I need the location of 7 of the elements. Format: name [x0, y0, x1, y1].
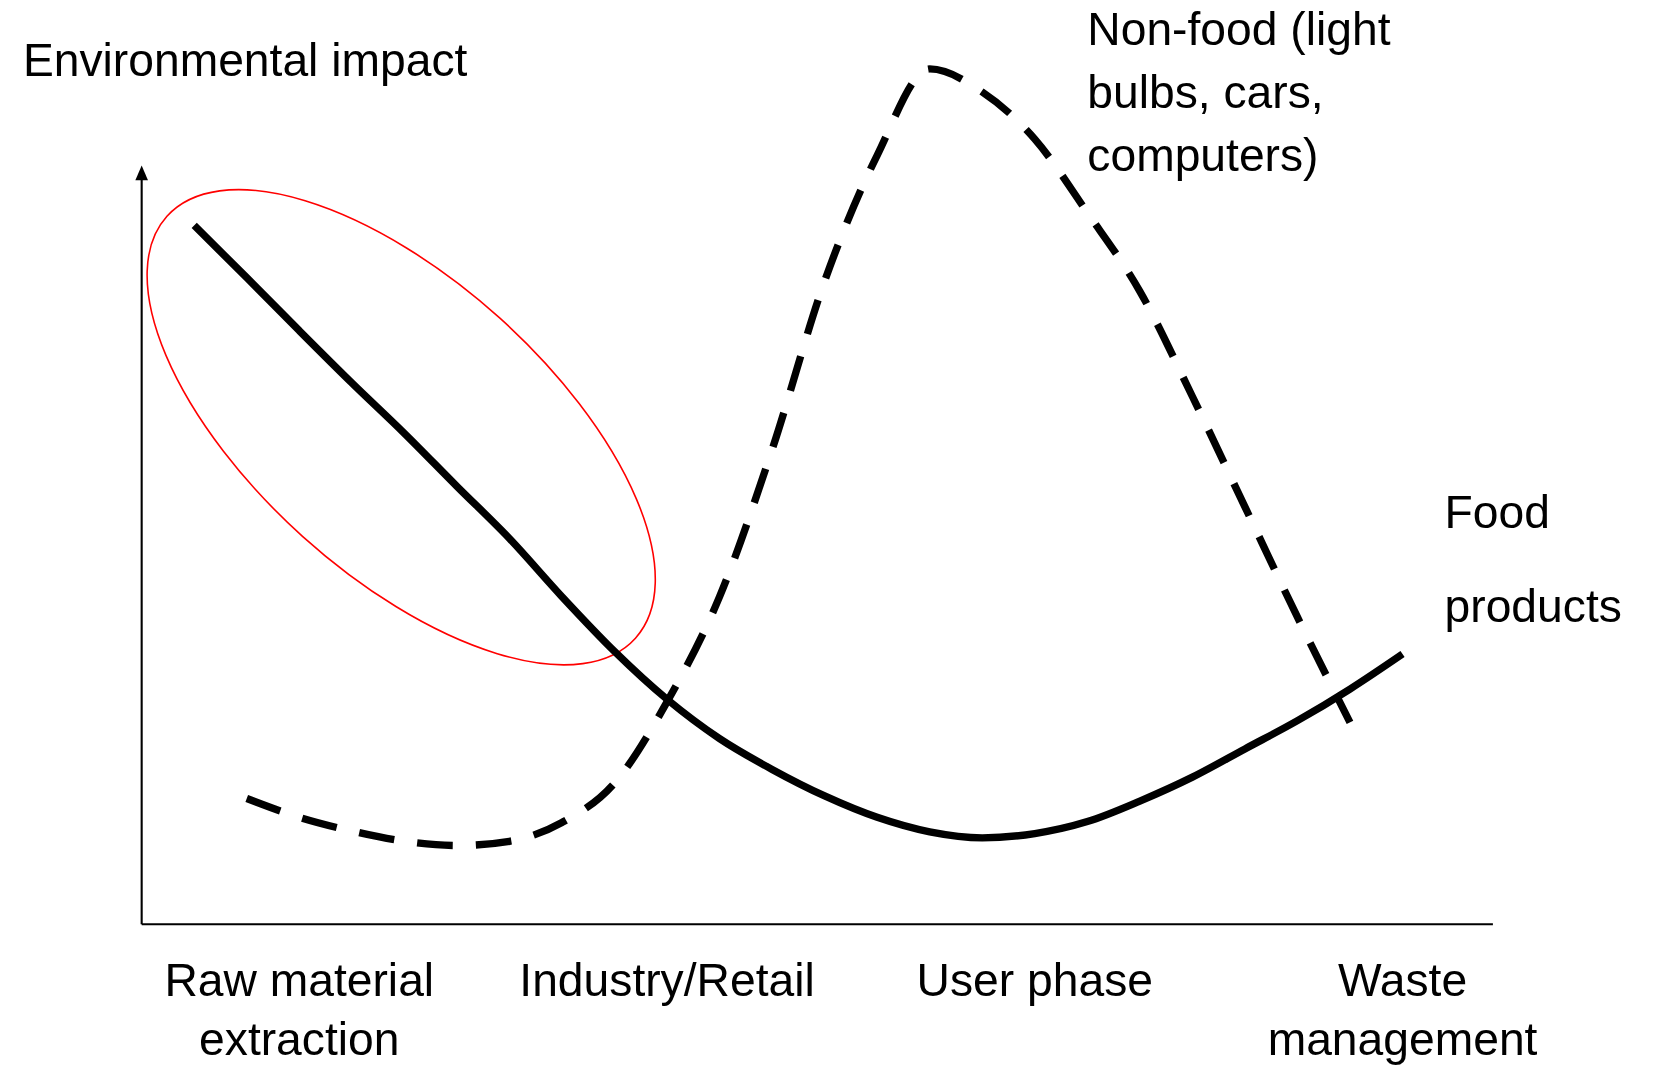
series-label: Non-food (light bulbs, cars, computers) [1087, 2, 1391, 181]
x-tick-label: Industry/Retail [519, 953, 815, 1006]
y-axis-title: Environmental impact [22, 34, 468, 87]
x-tick-label: Waste management [1267, 953, 1538, 1065]
series-label: Food products [1444, 485, 1622, 633]
x-tick-label: Raw material extraction [164, 953, 435, 1065]
x-tick-label: User phase [916, 953, 1153, 1006]
